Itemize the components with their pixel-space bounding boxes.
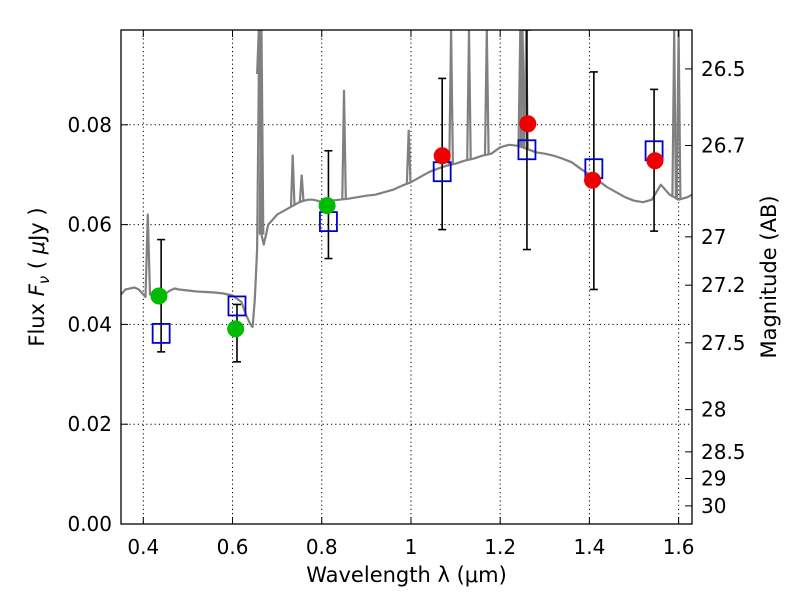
y2-tick-label: 26.7 [701,133,746,157]
x-tick-label: 1 [405,535,418,559]
x-tick-label: 1.2 [484,535,516,559]
observed-point [433,147,451,165]
y-axis-label-part: Flux [25,296,49,346]
y-axis-label-part: F [25,283,49,296]
emission-line [483,30,490,155]
emission-line [405,129,412,184]
y-axis-label-part: ( [25,254,49,276]
x-axis-label: Wavelength λ (μm) [306,563,507,587]
y2-tick-label: 28.5 [701,440,746,464]
emission-line [298,174,305,202]
y-axis-label: Flux Fν ( μJy ) [25,207,53,346]
plot-frame [120,29,693,525]
emission-line [258,30,265,235]
y-axis-label-part: μ [25,241,49,255]
y2-tick-label: 29 [701,466,726,490]
y2-axis-label: Magnitude (AB) [757,195,781,358]
emission-line [341,89,347,200]
axes: 0.4 0.6 0.8 1 1.2 1.4 1.6 0.00 0.02 0.04 0.06 0.08 2… [67,29,746,559]
observed-point [150,287,168,305]
y-axis-label-part: ν [35,276,53,284]
model-photometry-square [151,322,171,344]
emission-line [675,30,682,200]
observed-point [227,320,245,338]
plot-area [121,30,692,524]
x-tick-label: 0.6 [217,535,249,559]
emission-line [519,30,526,148]
observed-point [318,197,336,215]
y-tick-label: 0.00 [67,512,112,536]
model-photometry-square [227,295,247,317]
model-photometry-square [517,139,537,161]
y-axis-label-part: Jy ) [25,207,49,243]
y2-tick-label: 27.2 [701,273,746,297]
x-tick-label: 0.8 [306,535,338,559]
plot-content [121,30,692,524]
y2-tick-label: 28 [701,398,726,422]
emission-line [256,30,262,74]
y-tick-label: 0.06 [67,213,112,237]
y2-tick-label: 26.5 [701,57,746,81]
x-tick-label: 1.6 [663,535,695,559]
y-tick-label: 0.08 [67,113,112,137]
y2-tick-label: 27 [701,225,726,249]
x-tick-label: 1.4 [573,535,605,559]
model-spectrum-line [121,30,692,328]
emission-line [289,154,296,206]
x-tick-label: 0.4 [127,535,159,559]
y-tick-label: 0.02 [67,412,112,436]
emission-line [466,30,472,160]
emission-line [448,30,454,165]
observed-point [584,171,602,189]
y2-tick-label: 27.5 [701,331,746,355]
observed-point [646,152,664,170]
emission-line [671,30,677,198]
observed-point [519,115,537,133]
y-tick-label: 0.04 [67,312,112,336]
y2-tick-label: 30 [701,494,726,518]
